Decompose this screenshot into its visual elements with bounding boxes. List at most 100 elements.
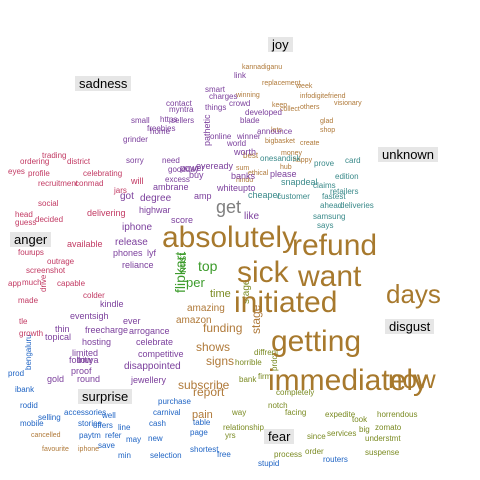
category-label-surprise: surprise: [78, 389, 133, 404]
cloud-word-developed: developed: [245, 108, 282, 117]
cloud-word-charges: charges: [209, 92, 238, 101]
cloud-word-free: free: [217, 450, 231, 459]
cloud-word-accessories: accessories: [64, 408, 107, 417]
cloud-word-kindle: kindle: [100, 299, 124, 309]
cloud-word-ups: ups: [31, 248, 44, 257]
cloud-word-ordering: ordering: [20, 157, 50, 166]
cloud-word-topical: topical: [45, 332, 72, 342]
cloud-word-follow: follow: [69, 355, 93, 365]
cloud-word-release: release: [115, 237, 148, 248]
cloud-word-announce: announce: [257, 127, 293, 136]
cloud-word-prod: prod: [8, 369, 25, 378]
cloud-word-cheaper: cheaper: [248, 190, 281, 200]
cloud-word-tritiya: tritiya: [77, 355, 99, 365]
cloud-word-fastest: fastest: [322, 192, 346, 201]
cloud-word-whiteupto: whiteupto: [217, 183, 256, 193]
cloud-word-smart: smart: [205, 85, 225, 94]
cloud-word-bengaluru: bengaluru: [24, 334, 33, 370]
cloud-word-days: days: [386, 279, 441, 309]
cloud-word-report: report: [193, 385, 225, 399]
cloud-word-reliance: reliance: [122, 260, 154, 270]
cloud-word-since: since: [307, 432, 326, 441]
cloud-word-power: power: [180, 163, 205, 173]
cloud-word-disappointed: disappointed: [124, 361, 181, 372]
cloud-word-myntra: myntra: [169, 105, 194, 114]
cloud-word-available: available: [67, 239, 103, 249]
cloud-word-onesandisk: onesandisk: [260, 154, 301, 163]
cloud-word-iphone: iphone: [78, 446, 100, 453]
cloud-word-guess: guess: [15, 218, 37, 227]
cloud-word-visionary: visionary: [334, 100, 362, 107]
cloud-word-degree: degree: [140, 193, 172, 204]
cloud-word-firm: firm: [258, 372, 272, 381]
cloud-word-edition: edition: [335, 172, 359, 181]
cloud-word-four: four: [18, 248, 32, 257]
cloud-word-zomato: zomato: [375, 423, 402, 432]
cloud-word-conmad: conmad: [75, 179, 104, 188]
cloud-word-initiated: initiated: [234, 286, 338, 319]
cloud-word-big: big: [359, 425, 370, 434]
cloud-word-order: order: [305, 447, 324, 456]
cloud-word-crowd: crowd: [229, 99, 251, 108]
cloud-word-samsung: samsung: [313, 212, 346, 221]
cloud-word-notch: notch: [268, 401, 288, 410]
cloud-word-paytm: paytm: [79, 431, 101, 440]
cloud-word-colder: colder: [83, 291, 105, 300]
cloud-word-happy: happy: [293, 157, 313, 164]
cloud-word-shop: shop: [320, 127, 336, 134]
cloud-word-link: link: [234, 71, 247, 80]
cloud-word-retailers: retailers: [330, 187, 359, 196]
cloud-word-took: took: [352, 415, 368, 424]
cloud-word-freebies: freebies: [147, 124, 176, 133]
cloud-word-hindu: hindu: [236, 177, 254, 184]
cloud-word-shortest: shortest: [190, 445, 219, 454]
cloud-word-outrage: outrage: [47, 257, 75, 266]
cloud-word-refund: refund: [292, 229, 378, 262]
cloud-word-like: like: [244, 211, 260, 222]
cloud-word-glad: glad: [320, 118, 334, 125]
cloud-word-new: new: [148, 434, 163, 443]
cloud-word-money: money: [281, 150, 303, 157]
cloud-word-tle: tle: [19, 317, 28, 326]
cloud-word-create: create: [300, 140, 320, 147]
cloud-word-top: top: [198, 258, 218, 274]
cloud-word-pain: pain: [192, 409, 213, 421]
cloud-word-limited: limited: [72, 348, 99, 358]
cloud-word-table: table: [193, 418, 211, 427]
cloud-word-claims: claims: [313, 181, 336, 190]
cloud-word-page: page: [190, 428, 208, 437]
cloud-word-app: app: [8, 279, 22, 288]
cloud-word-rodid: rodid: [20, 401, 38, 410]
cloud-word-excess: excess: [165, 175, 190, 184]
cloud-word-stories: stories: [78, 419, 102, 428]
cloud-word-others: others: [300, 104, 320, 111]
cloud-word-completely: completely: [276, 388, 315, 397]
cloud-word-stupid: stupid: [258, 459, 280, 468]
cloud-word-decided: decided: [35, 215, 64, 224]
category-label-disgust: disgust: [385, 319, 435, 334]
cloud-word-pathetic: pathetic: [202, 114, 212, 146]
cloud-word-amazon: amazon: [176, 315, 212, 326]
cloud-word-grinder: grinder: [123, 135, 148, 144]
cloud-word-infodigitefriend: infodigitefriend: [300, 93, 346, 100]
cloud-word-got: got: [120, 191, 134, 202]
cloud-word-well: well: [102, 411, 116, 420]
cloud-word-deliveries: deliveries: [340, 201, 374, 210]
cloud-word-winner: winner: [237, 132, 261, 141]
cloud-word-amp: amp: [194, 191, 212, 201]
cloud-word-ahead: ahead: [320, 201, 343, 210]
cloud-word-social: social: [38, 199, 59, 208]
cloud-word-jewellery: jewellery: [131, 375, 167, 385]
cloud-word-routers: routers: [323, 455, 348, 464]
cloud-word-refer: refer: [105, 431, 122, 440]
cloud-word-arrogance: arrogance: [129, 326, 170, 336]
cloud-word-hosting: hosting: [82, 337, 112, 347]
category-label-fear: fear: [264, 429, 295, 444]
cloud-word-contact: contact: [166, 99, 192, 108]
cloud-word-winning: winning: [236, 92, 260, 99]
cloud-word-carnival: carnival: [153, 408, 181, 417]
cloud-word-lyf: lyf: [147, 248, 156, 258]
cloud-word-want: want: [298, 260, 362, 293]
cloud-word-kannadiganu: kannadiganu: [242, 64, 283, 71]
